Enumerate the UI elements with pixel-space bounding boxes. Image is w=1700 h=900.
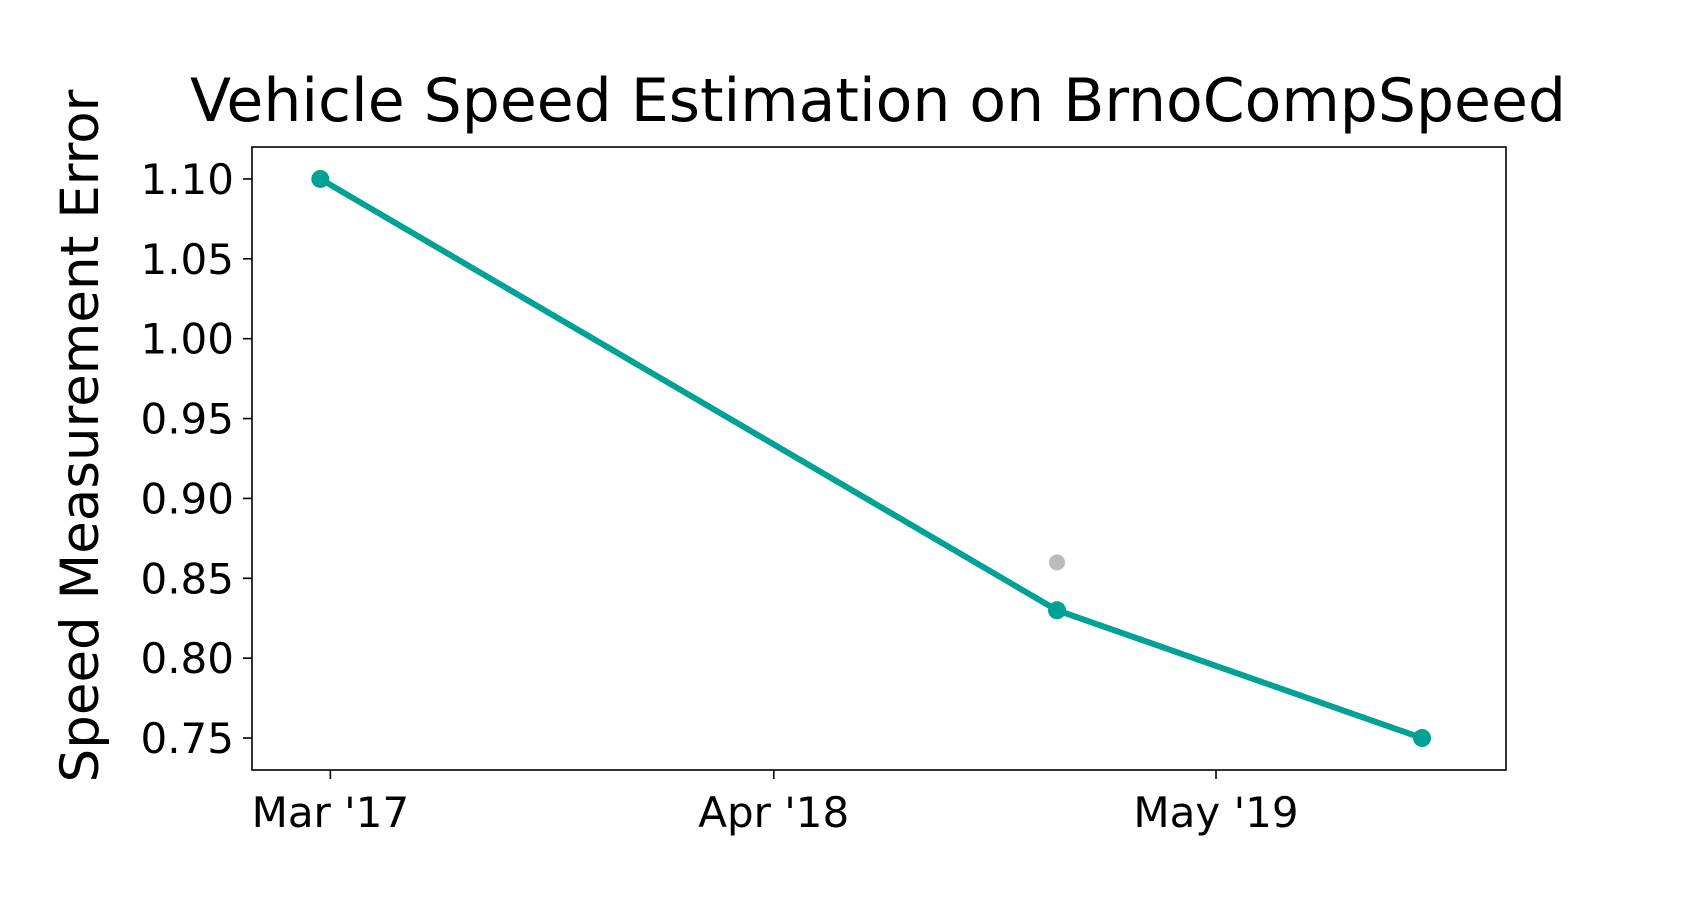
y-axis-label: Speed Measurement Error: [50, 89, 111, 782]
plot-frame: [251, 146, 1507, 771]
data-point-0: [311, 169, 330, 188]
plot-area: 0.75 0.80 0.85 0.90 0.95 1.00 1.05 1.10 Mar '17 A…: [140, 155, 1432, 837]
y-tick-label-6: 1.05: [140, 235, 234, 284]
x-tick-label-2: May '19: [1133, 788, 1298, 837]
x-tick-label-0: Mar '17: [252, 788, 410, 837]
series-line-0: [317, 175, 1426, 742]
y-tick-label-7: 1.10: [140, 155, 234, 204]
y-tick-label-4: 0.95: [140, 395, 234, 444]
data-point-2: [1413, 729, 1432, 748]
y-tick-label-3: 0.90: [140, 474, 234, 523]
y-tick-label-0: 0.75: [140, 714, 234, 763]
y-tick-label-5: 1.00: [140, 315, 234, 364]
y-tick-label-1: 0.80: [140, 634, 234, 683]
y-tick-label-2: 0.85: [140, 554, 234, 603]
chart-title: Vehicle Speed Estimation on BrnoCompSpee…: [190, 66, 1566, 136]
data-point-1: [1048, 601, 1067, 620]
other-point-0: [1049, 554, 1066, 571]
x-tick-label-1: Apr '18: [698, 788, 849, 837]
